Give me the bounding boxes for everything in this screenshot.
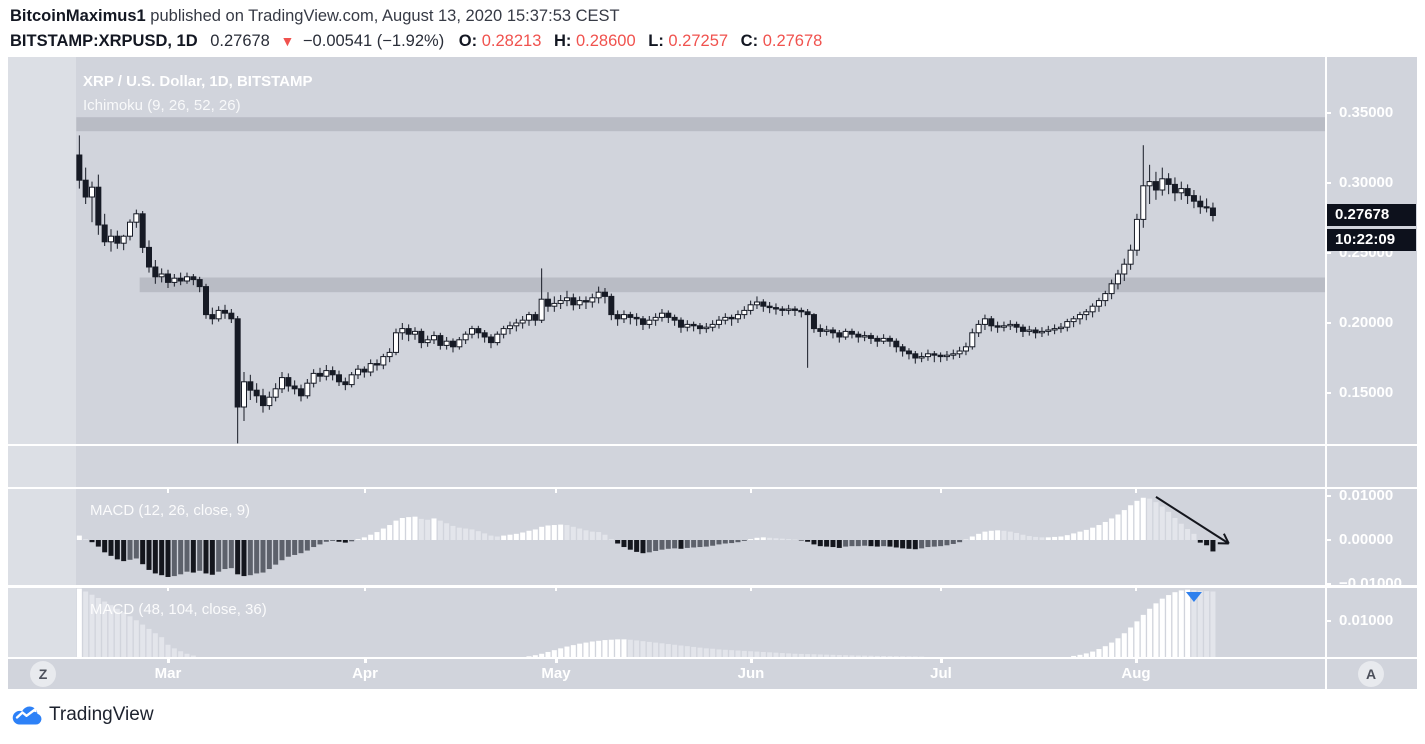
auto-scale-button[interactable]: A [1358, 661, 1384, 687]
empty-pane[interactable] [8, 446, 1417, 487]
symbol-label: BITSTAMP:XRPUSD, 1D [10, 32, 198, 50]
close-label: C: [740, 32, 759, 50]
high-label: H: [553, 32, 572, 50]
footer: TradingView [0, 689, 1425, 744]
last-price-badge: 0.27678 [1326, 204, 1416, 226]
price-tick-label: 0.15000 [1339, 384, 1394, 401]
publish-text: published on TradingView.com, August 13,… [145, 7, 620, 25]
brand-name: TradingView [49, 703, 154, 725]
high-value: 0.28600 [576, 32, 636, 50]
low-value: 0.27257 [668, 32, 729, 50]
close-value: 0.27678 [762, 32, 823, 50]
pane-separator [8, 585, 1417, 587]
macd-fast-pane[interactable] [8, 489, 1417, 585]
time-axis[interactable] [8, 658, 1417, 689]
author-name: BitcoinMaximus1 [10, 7, 146, 25]
symbol-ohlc-bar: BITSTAMP:XRPUSD, 1D 0.27678 ▼ −0.00541 (… [10, 29, 830, 53]
timezone-button[interactable]: Z [30, 661, 56, 687]
macd-tick-label: −0.01000 [1339, 575, 1402, 592]
open-value: 0.28213 [481, 32, 542, 50]
price-tick-label: 0.20000 [1339, 314, 1394, 331]
down-arrow-icon: ▼ [280, 33, 295, 49]
countdown-badge: 10:22:09 [1326, 229, 1416, 251]
tradingview-cloud-icon [12, 706, 42, 725]
macd-slow-pane[interactable] [8, 588, 1417, 657]
low-label: L: [648, 32, 664, 50]
price-axis[interactable]: 0.35000 0.30000 0.25000 0.20000 0.15000 … [1327, 57, 1417, 658]
last-price: 0.27678 [210, 32, 270, 50]
macd-tick-label: 0.01000 [1339, 612, 1394, 629]
macd-tick-label: 0.00000 [1339, 531, 1394, 548]
chart-area: XRP / U.S. Dollar, 1D, BITSTAMP Ichimoku… [8, 57, 1417, 689]
publish-info: BitcoinMaximus1 published on TradingView… [10, 4, 620, 28]
price-change: −0.00541 (−1.92%) [302, 32, 445, 50]
price-tick-label: 0.30000 [1339, 174, 1394, 191]
axis-separator [1325, 57, 1327, 689]
macd-tick-label: 0.01000 [1339, 487, 1394, 504]
price-tick-label: 0.35000 [1339, 104, 1394, 121]
price-pane[interactable] [8, 57, 1417, 444]
tradingview-logo-link[interactable]: TradingView [10, 703, 154, 726]
open-label: O: [458, 32, 478, 50]
